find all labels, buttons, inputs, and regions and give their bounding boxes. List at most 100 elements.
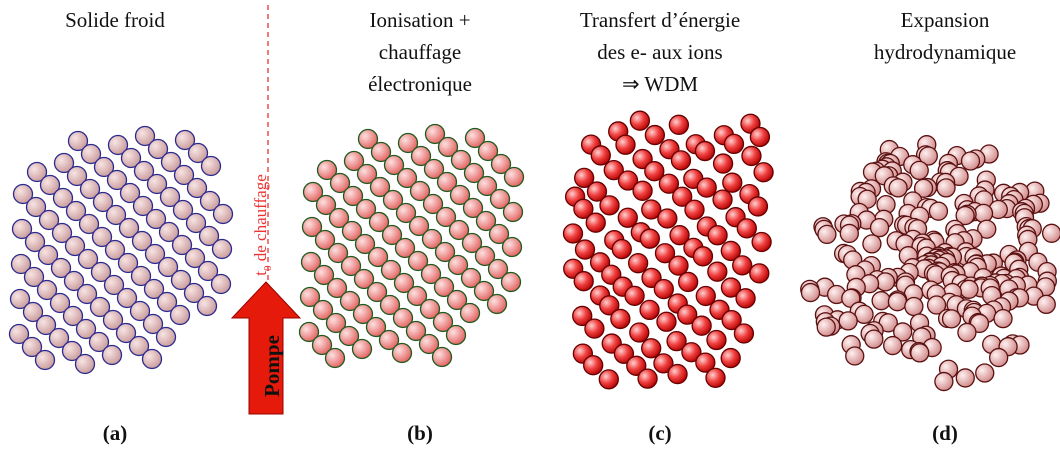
atom (80, 143, 102, 165)
atom (641, 199, 662, 220)
atom (668, 255, 689, 276)
atom (156, 291, 178, 313)
atom (115, 322, 137, 344)
atom (116, 287, 138, 309)
atom (838, 311, 858, 331)
atom (926, 295, 947, 315)
atom (436, 171, 458, 193)
atom (627, 253, 649, 274)
atom (667, 363, 688, 385)
atom (694, 140, 716, 162)
atom (409, 180, 431, 202)
atom (378, 329, 400, 351)
atom (35, 314, 57, 336)
atom (435, 206, 457, 228)
atom (845, 346, 865, 366)
atom (749, 263, 770, 284)
atom (639, 228, 661, 249)
atom (632, 148, 653, 170)
atom (751, 231, 772, 253)
atom (677, 304, 698, 325)
atom (691, 315, 712, 336)
atom (1036, 294, 1056, 315)
atom (341, 220, 363, 242)
atom (669, 225, 690, 246)
atom (394, 237, 416, 259)
atom (36, 279, 58, 301)
atom (104, 239, 126, 261)
atom (120, 147, 142, 169)
atom (449, 184, 471, 206)
atom (9, 288, 31, 310)
atom (473, 280, 495, 302)
atom (489, 188, 511, 210)
atom (707, 261, 728, 282)
atom (503, 166, 525, 188)
atom (431, 346, 453, 368)
atom (883, 335, 903, 356)
atom (574, 167, 595, 189)
atom (75, 318, 97, 340)
atom (672, 186, 693, 207)
atom (437, 136, 459, 158)
atom (25, 196, 47, 218)
atom (733, 323, 755, 344)
atom (160, 151, 182, 173)
panel-title: Transfert d’énergie (580, 8, 740, 32)
atom (365, 316, 387, 338)
atom (90, 261, 112, 283)
atoms (8, 110, 1060, 392)
atom (653, 278, 674, 300)
atom (695, 352, 716, 373)
atom (383, 154, 405, 176)
atom (38, 209, 60, 231)
atom (51, 222, 73, 244)
atom (975, 363, 995, 383)
atom (53, 152, 75, 174)
atom (502, 201, 524, 223)
atom (315, 194, 337, 216)
atom (62, 305, 84, 327)
atom (316, 159, 338, 181)
atom (74, 353, 96, 375)
atom (11, 218, 33, 240)
atom (913, 178, 934, 198)
atom (955, 368, 975, 388)
atom (736, 218, 757, 239)
atom (393, 272, 415, 294)
atom (474, 245, 496, 267)
panel-title: électronique (368, 72, 472, 96)
atom (732, 255, 753, 276)
atom (380, 259, 402, 281)
atom (405, 320, 427, 342)
atom (395, 202, 417, 224)
atom (145, 208, 167, 230)
atom (800, 282, 821, 303)
panel-label: (c) (648, 421, 671, 445)
atom (79, 178, 101, 200)
atom (629, 110, 651, 131)
atom (585, 212, 606, 233)
atom (448, 219, 470, 241)
atom (590, 145, 611, 166)
atom (183, 282, 205, 304)
atom (22, 301, 44, 323)
atom (353, 268, 375, 290)
atom (573, 198, 594, 220)
atom (369, 176, 391, 198)
atom (67, 130, 89, 152)
atom (88, 331, 110, 353)
atom (423, 158, 445, 180)
atom (89, 296, 111, 318)
atom (654, 243, 676, 264)
atom (37, 244, 59, 266)
atom (871, 291, 891, 311)
atom (893, 322, 913, 342)
atom (613, 343, 635, 364)
atom (957, 322, 977, 343)
atom (629, 322, 650, 343)
atom (381, 224, 403, 246)
atom (656, 311, 677, 332)
atom (712, 189, 733, 210)
atom (875, 272, 896, 292)
